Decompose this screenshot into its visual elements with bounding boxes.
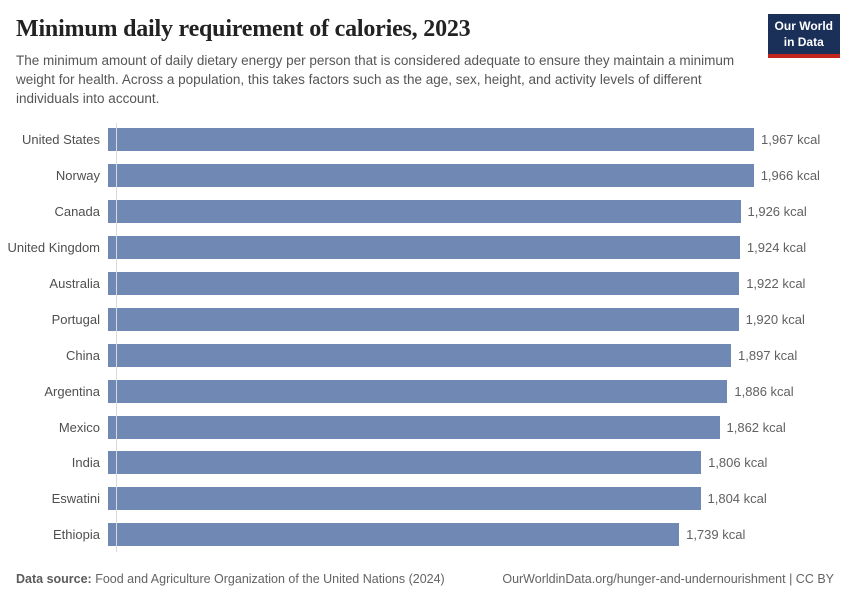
country-label[interactable]: Mexico xyxy=(58,419,100,435)
bar-value-label: 1,967 kcal xyxy=(761,132,821,148)
bar-row: Ethiopia 1,739 kcal xyxy=(0,517,850,553)
country-label[interactable]: India xyxy=(71,455,100,471)
chart-header: Minimum daily requirement of calories, 2… xyxy=(16,14,834,108)
bar-row: China 1,897 kcal xyxy=(0,337,850,373)
bar-row: United Kingdom 1,924 kcal xyxy=(0,230,850,266)
bar-value-label: 1,920 kcal xyxy=(745,311,805,327)
bar-value-label: 1,926 kcal xyxy=(747,204,807,220)
y-axis-line xyxy=(116,123,117,552)
country-label[interactable]: Canada xyxy=(54,204,100,220)
bar-value-label: 1,897 kcal xyxy=(738,347,798,363)
chart-rows: United States 1,967 kcal Norway 1,966 kcal C… xyxy=(0,122,850,553)
country-label[interactable]: United Kingdom xyxy=(7,240,101,256)
bar[interactable] xyxy=(108,128,754,152)
bar[interactable] xyxy=(108,200,741,224)
data-source-label: Data source: xyxy=(16,572,92,586)
bar-value-label: 1,924 kcal xyxy=(746,240,807,256)
owid-logo[interactable]: Our World in Data xyxy=(767,14,840,59)
country-label[interactable]: Australia xyxy=(49,276,100,291)
bar[interactable] xyxy=(108,236,740,260)
bar-value-label: 1,739 kcal xyxy=(686,527,746,543)
bar-row: Portugal 1,920 kcal xyxy=(0,301,850,337)
bar-row: Canada 1,926 kcal xyxy=(0,194,850,230)
chart-footer: Data source: Food and Agriculture Organi… xyxy=(16,572,834,586)
bar-value-label: 1,862 kcal xyxy=(726,419,786,435)
bar-row: Norway 1,966 kcal xyxy=(0,158,850,194)
country-label[interactable]: China xyxy=(66,347,100,363)
country-label[interactable]: Argentina xyxy=(44,383,100,399)
bar-chart: United States 1,967 kcal Norway 1,966 kcal C… xyxy=(0,122,850,553)
data-source-text: Food and Agriculture Organization of the… xyxy=(91,572,445,586)
bar-value-label: 1,922 kcal xyxy=(746,276,806,291)
country-label[interactable]: Eswatini xyxy=(51,491,100,507)
bar[interactable] xyxy=(108,164,754,188)
country-label[interactable]: Norway xyxy=(55,168,100,184)
bar-value-label: 1,804 kcal xyxy=(707,491,767,507)
bar-row: Argentina 1,886 kcal xyxy=(0,373,850,409)
bar[interactable] xyxy=(108,343,731,367)
bar-row: United States 1,967 kcal xyxy=(0,122,850,158)
bar[interactable] xyxy=(108,272,740,295)
chart-subtitle: The minimum amount of daily dietary ener… xyxy=(16,53,735,107)
bar[interactable] xyxy=(108,415,720,439)
bar-row: India 1,806 kcal xyxy=(0,445,850,481)
country-label[interactable]: United States xyxy=(21,132,100,148)
data-source-note: Data source: Food and Agriculture Organi… xyxy=(16,572,445,586)
country-label[interactable]: Ethiopia xyxy=(53,527,100,543)
owid-url-link[interactable]: OurWorldinData.org/hunger-and-undernouri… xyxy=(502,572,834,586)
bar-row: Eswatini 1,804 kcal xyxy=(0,481,850,517)
page-title: Minimum daily requirement of calories, 2… xyxy=(16,16,471,42)
bar[interactable] xyxy=(108,487,701,511)
owid-logo-line1: Our World xyxy=(774,19,833,33)
bar-value-label: 1,886 kcal xyxy=(734,383,794,399)
bar[interactable] xyxy=(108,451,702,475)
bar[interactable] xyxy=(108,307,739,331)
country-label[interactable]: Portugal xyxy=(51,311,100,327)
bar-value-label: 1,966 kcal xyxy=(760,168,820,184)
bar-row: Australia 1,922 kcal xyxy=(0,266,850,302)
bar-row: Mexico 1,862 kcal xyxy=(0,409,850,445)
bar-value-label: 1,806 kcal xyxy=(708,455,768,471)
bar[interactable] xyxy=(108,523,680,547)
bar[interactable] xyxy=(108,379,728,403)
owid-logo-line2: in Data xyxy=(783,34,824,49)
